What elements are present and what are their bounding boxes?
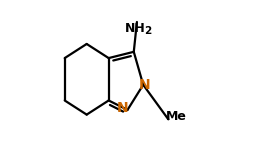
Text: 2: 2	[144, 26, 151, 36]
Text: N: N	[138, 78, 150, 92]
Text: Me: Me	[165, 110, 186, 123]
Text: N: N	[117, 101, 128, 115]
Text: NH: NH	[124, 22, 145, 35]
